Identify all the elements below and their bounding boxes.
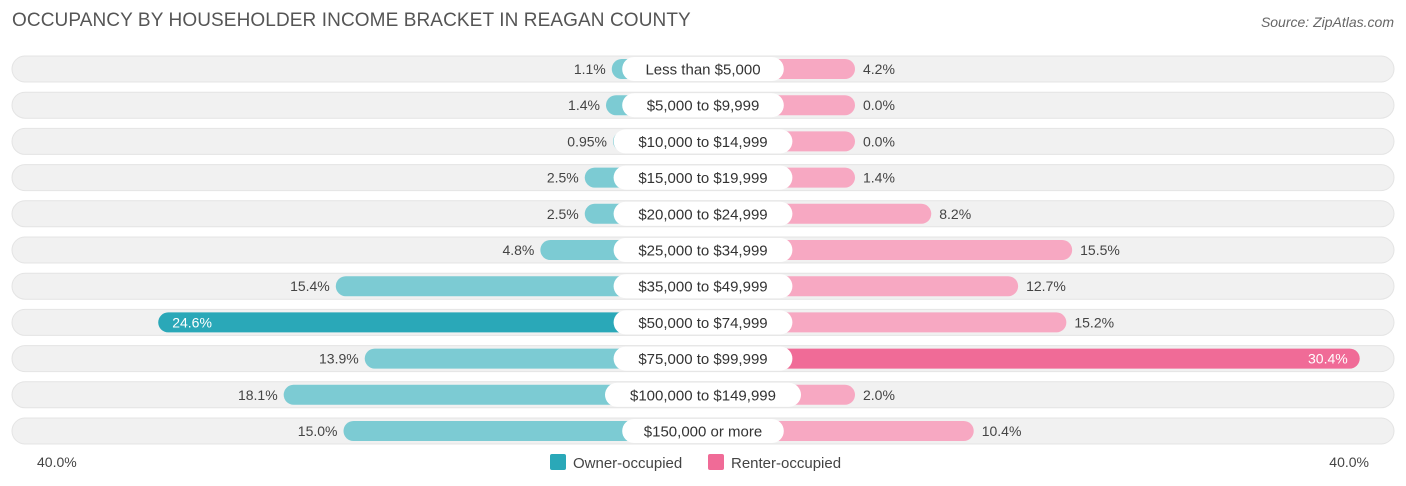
category-label: $75,000 to $99,999 bbox=[638, 351, 767, 368]
category-label: $25,000 to $34,999 bbox=[638, 243, 767, 260]
axis-left-label: 40.0% bbox=[37, 454, 77, 470]
category-pill bbox=[605, 382, 801, 407]
category-pill bbox=[613, 238, 793, 262]
bar-row: 2.5% 1.4% $15,000 to $19,999 bbox=[11, 164, 1395, 192]
owner-value-label: 24.6% bbox=[172, 314, 212, 330]
owner-value-label: 1.4% bbox=[568, 97, 600, 113]
category-label: $20,000 to $24,999 bbox=[638, 206, 767, 223]
legend-renter-swatch bbox=[708, 454, 724, 470]
renter-value-label: 30.4% bbox=[1308, 351, 1348, 367]
owner-value-label: 2.5% bbox=[547, 206, 579, 222]
owner-bar bbox=[335, 276, 703, 297]
renter-value-label: 15.5% bbox=[1080, 242, 1120, 258]
chart-source: Source: ZipAtlas.com bbox=[1260, 14, 1394, 30]
renter-value-label: 1.4% bbox=[863, 170, 895, 186]
category-label: $50,000 to $74,999 bbox=[638, 315, 767, 332]
renter-value-label: 0.0% bbox=[863, 97, 895, 113]
category-pill bbox=[622, 419, 784, 443]
bar-row: 4.8% 15.5% $25,000 to $34,999 bbox=[11, 236, 1395, 264]
bar-row: 18.1% 2.0% $100,000 to $149,999 bbox=[11, 381, 1395, 409]
category-label: $10,000 to $14,999 bbox=[638, 134, 767, 151]
bar-row: 13.9% 30.4% $75,000 to $99,999 bbox=[11, 345, 1395, 373]
renter-value-label: 15.2% bbox=[1074, 314, 1114, 330]
renter-value-label: 4.2% bbox=[863, 61, 895, 77]
category-label: $100,000 to $149,999 bbox=[630, 387, 776, 404]
bar-row: 2.5% 8.2% $20,000 to $24,999 bbox=[11, 200, 1395, 228]
category-label: Less than $5,000 bbox=[645, 62, 760, 79]
legend: Owner-occupied Renter-occupied bbox=[550, 454, 841, 472]
bar-row: 0.95% 0.0% $10,000 to $14,999 bbox=[11, 127, 1395, 155]
owner-bar bbox=[343, 421, 703, 441]
category-label: $150,000 or more bbox=[644, 424, 762, 441]
renter-bar bbox=[703, 348, 1360, 369]
legend-owner-label: Owner-occupied bbox=[573, 455, 682, 472]
category-pill bbox=[613, 165, 793, 190]
bar-row: 24.6% 15.2% $50,000 to $74,999 bbox=[11, 308, 1395, 336]
owner-value-label: 2.5% bbox=[547, 170, 579, 186]
category-pill bbox=[613, 201, 793, 226]
owner-bar bbox=[283, 384, 703, 405]
category-pill bbox=[613, 129, 793, 154]
renter-value-label: 8.2% bbox=[939, 206, 971, 222]
legend-owner-swatch bbox=[550, 454, 566, 470]
category-label: $15,000 to $19,999 bbox=[638, 170, 767, 187]
category-pill bbox=[622, 57, 784, 81]
category-label: $35,000 to $49,999 bbox=[638, 279, 767, 296]
chart-title: OCCUPANCY BY HOUSEHOLDER INCOME BRACKET … bbox=[12, 10, 691, 31]
bar-row: 15.0% 10.4% $150,000 or more bbox=[11, 417, 1395, 445]
owner-value-label: 0.95% bbox=[567, 133, 607, 149]
owner-value-label: 1.1% bbox=[574, 61, 606, 77]
axis-right-label: 40.0% bbox=[1329, 454, 1369, 470]
category-pill bbox=[613, 346, 793, 371]
owner-bar bbox=[158, 312, 704, 333]
bar-row: 1.1% 4.2% Less than $5,000 bbox=[11, 55, 1395, 83]
bar-row: 15.4% 12.7% $35,000 to $49,999 bbox=[11, 272, 1395, 300]
owner-value-label: 13.9% bbox=[319, 351, 359, 367]
owner-value-label: 15.0% bbox=[298, 423, 338, 439]
renter-value-label: 0.0% bbox=[863, 133, 895, 149]
renter-bar bbox=[703, 240, 1073, 260]
owner-value-label: 15.4% bbox=[290, 278, 330, 294]
category-pill bbox=[613, 274, 793, 299]
legend-renter-label: Renter-occupied bbox=[731, 455, 841, 472]
renter-value-label: 2.0% bbox=[863, 387, 895, 403]
renter-bar bbox=[703, 312, 1067, 333]
renter-value-label: 12.7% bbox=[1026, 278, 1066, 294]
renter-value-label: 10.4% bbox=[982, 423, 1022, 439]
category-pill bbox=[622, 93, 784, 118]
owner-value-label: 4.8% bbox=[502, 242, 534, 258]
bar-row: 1.4% 0.0% $5,000 to $9,999 bbox=[11, 91, 1395, 119]
owner-value-label: 18.1% bbox=[238, 387, 278, 403]
category-pill bbox=[613, 310, 793, 335]
category-label: $5,000 to $9,999 bbox=[647, 98, 760, 115]
